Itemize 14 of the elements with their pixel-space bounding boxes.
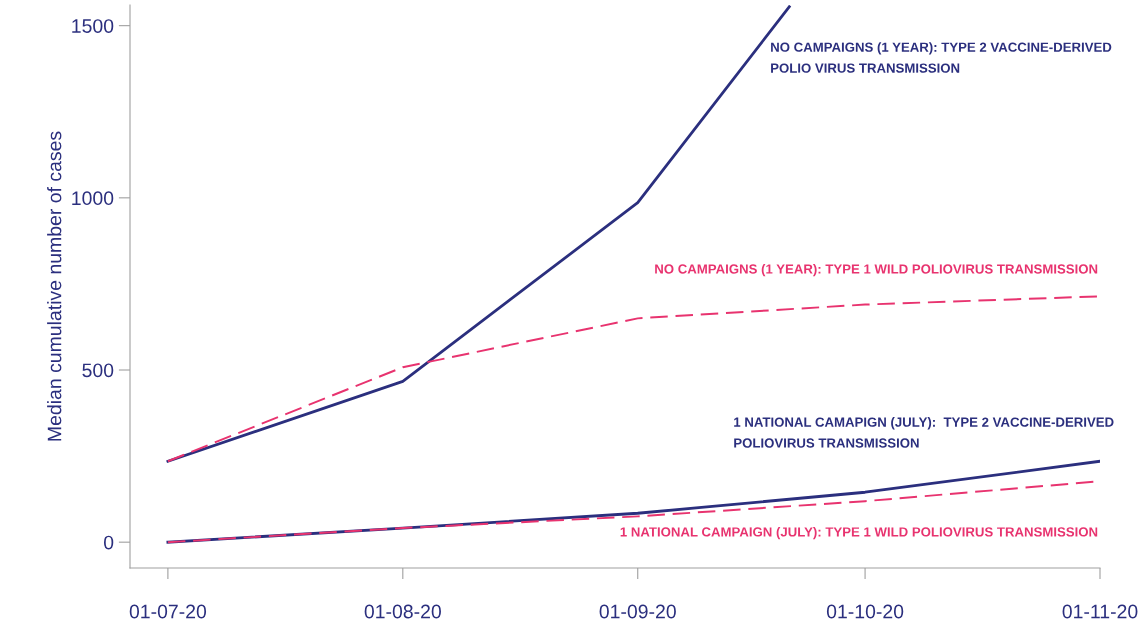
- x-tick-label: 01-07-20: [129, 604, 207, 619]
- x-tick-label: 01-11-20: [1062, 604, 1138, 619]
- series-label: 1 NATIONAL CAMAPIGN (JULY): TYPE 2 VACCINE-DERIVED POLIOVIRUS TRANSMISSION: [734, 417, 1114, 448]
- x-tick-label: 01-08-20: [364, 604, 441, 619]
- y-tick-label: 500: [82, 363, 114, 378]
- series-label: NO CAMPAIGNS (1 YEAR): TYPE 2 VACCINE-DERIVED POLIO VIRUS TRANSMISSION: [771, 42, 1112, 73]
- series-label: 1 NATIONAL CAMPAIGN (JULY): TYPE 1 WILD POLIOVIRUS TRANSMISSION: [620, 526, 1098, 540]
- y-tick-label: 1500: [72, 19, 114, 33]
- y-tick-label: 1000: [72, 191, 114, 206]
- y-tick-label: 0: [103, 535, 114, 550]
- x-tick-label: 01-09-20: [599, 604, 676, 619]
- x-tick-label: 01-10-20: [826, 604, 904, 619]
- y-axis-title: Median cumulative number of cases: [47, 131, 62, 441]
- series-label: NO CAMPAIGNS (1 YEAR): TYPE 1 WILD POLIOVIRUS TRANSMISSION: [655, 263, 1098, 277]
